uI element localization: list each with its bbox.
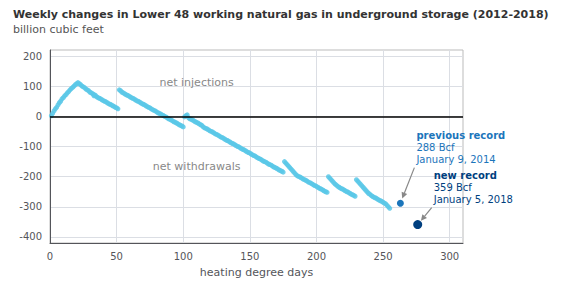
svg-text:200: 200 [307, 251, 326, 262]
svg-text:-400: -400 [19, 231, 42, 242]
svg-text:200: 200 [23, 51, 42, 62]
svg-text:0: 0 [36, 111, 42, 122]
svg-text:previous record: previous record [416, 130, 505, 141]
svg-text:net injections: net injections [159, 76, 234, 89]
svg-text:100: 100 [23, 81, 42, 92]
svg-text:January 9, 2014: January 9, 2014 [415, 154, 495, 165]
svg-text:100: 100 [174, 251, 193, 262]
svg-text:Weekly changes in Lower 48 wor: Weekly changes in Lower 48 working natur… [13, 8, 549, 21]
svg-text:-300: -300 [19, 201, 42, 212]
svg-text:150: 150 [240, 251, 259, 262]
svg-text:288 Bcf: 288 Bcf [416, 142, 455, 153]
svg-text:300: 300 [440, 251, 459, 262]
svg-text:50: 50 [110, 251, 123, 262]
svg-text:359 Bcf: 359 Bcf [434, 182, 473, 193]
svg-text:-200: -200 [19, 171, 42, 182]
svg-text:-100: -100 [19, 141, 42, 152]
svg-text:250: 250 [374, 251, 393, 262]
svg-text:new record: new record [434, 170, 497, 181]
svg-text:billion cubic feet: billion cubic feet [13, 23, 104, 36]
svg-text:0: 0 [47, 251, 53, 262]
svg-text:net withdrawals: net withdrawals [153, 160, 241, 173]
svg-text:January 5, 2018: January 5, 2018 [433, 194, 513, 205]
svg-text:heating degree days: heating degree days [200, 266, 314, 279]
